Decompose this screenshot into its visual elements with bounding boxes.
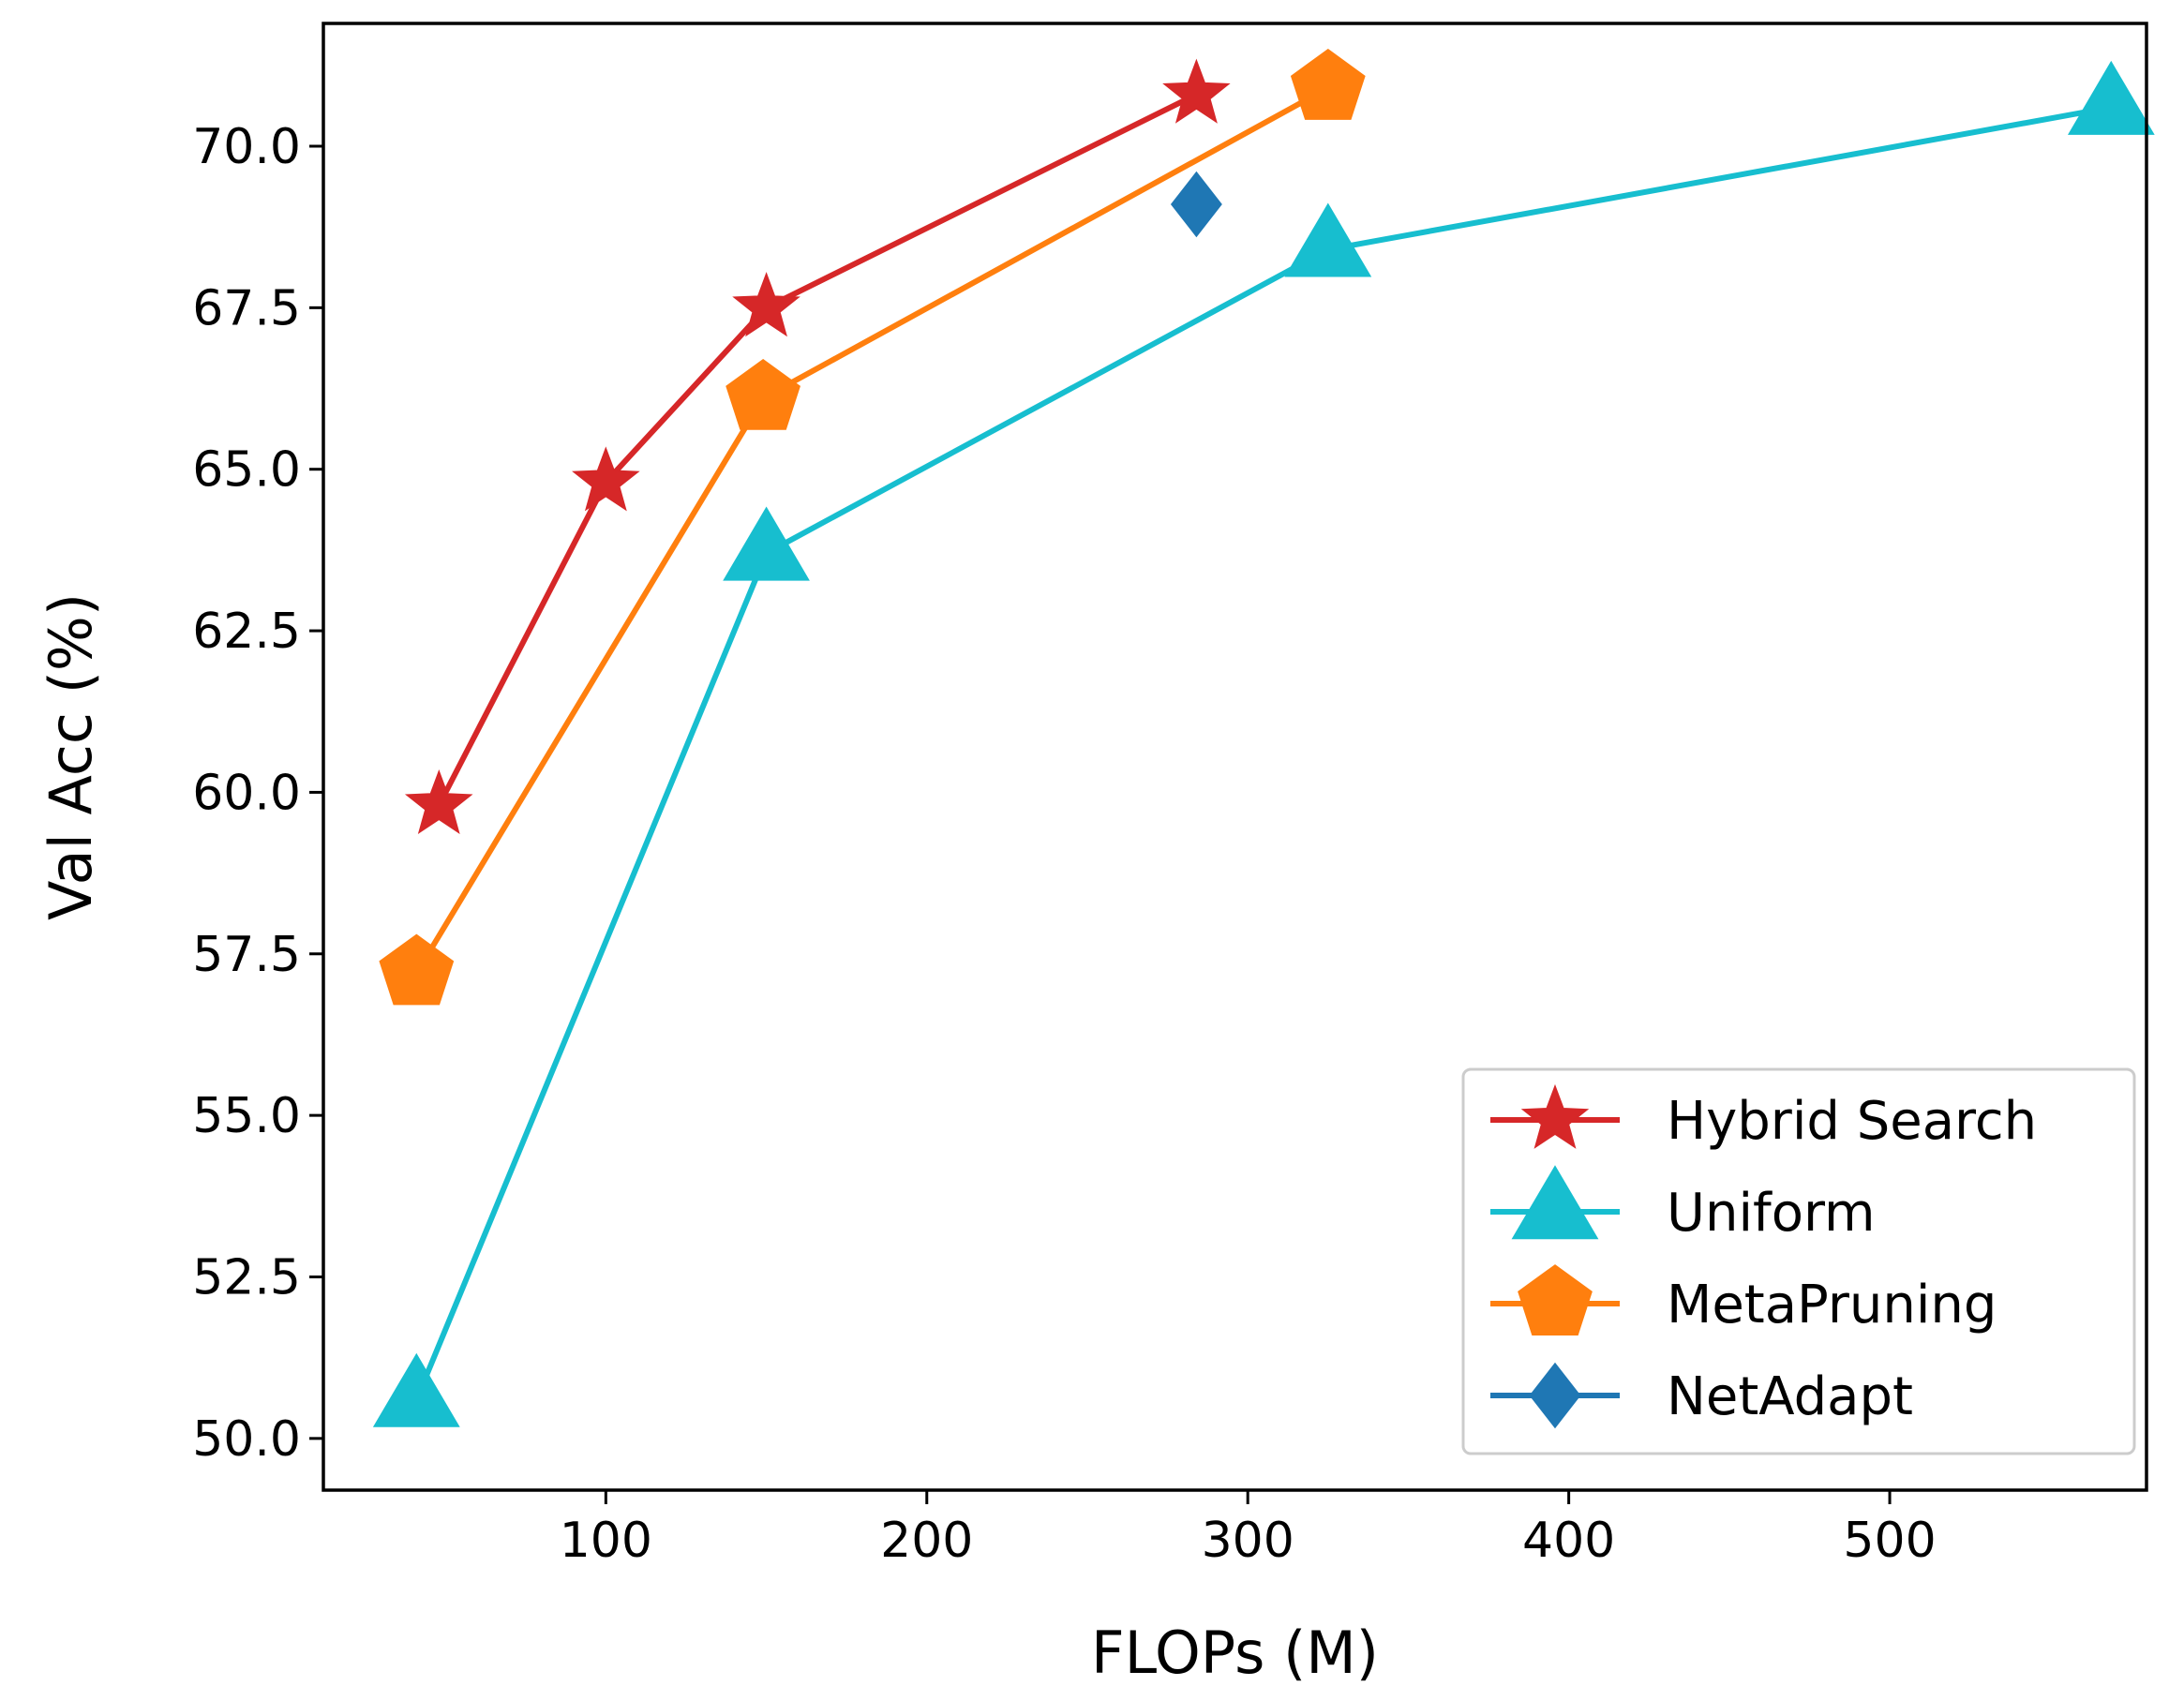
series-line-hybrid-search	[436, 92, 1198, 807]
x-tick-label: 300	[1202, 1513, 1294, 1569]
x-tick-label: 400	[1522, 1513, 1615, 1569]
data-point-metapruning	[1290, 48, 1366, 120]
y-tick-label: 62.5	[192, 604, 301, 660]
x-tick-label: 200	[880, 1513, 973, 1569]
y-tick-label: 55.0	[192, 1088, 301, 1144]
data-point-uniform	[2067, 60, 2155, 135]
legend-entry-netadapt: NetAdapt	[1490, 1362, 1913, 1429]
data-point-hybrid-search	[1162, 58, 1231, 124]
data-point-metapruning	[726, 358, 800, 430]
legend-label: NetAdapt	[1667, 1366, 1913, 1427]
series-metapruning	[379, 48, 1366, 1006]
data-point-hybrid-search	[404, 769, 473, 835]
data-point-hybrid-search	[732, 272, 800, 337]
legend-marker	[1511, 1165, 1599, 1240]
legend-entry-uniform: Uniform	[1490, 1165, 1876, 1244]
legend-entry-hybrid-search: Hybrid Search	[1490, 1083, 2037, 1152]
legend-entry-metapruning: MetaPruning	[1490, 1264, 1997, 1335]
legend-label: Uniform	[1667, 1183, 1876, 1244]
legend-marker	[1518, 1264, 1593, 1335]
data-point-uniform	[372, 1352, 460, 1427]
data-point-metapruning	[379, 933, 455, 1006]
series-layer	[372, 48, 2155, 1427]
x-tick-label: 500	[1843, 1513, 1936, 1569]
data-point-hybrid-search	[572, 446, 640, 512]
data-point-netadapt	[1170, 171, 1222, 238]
series-line-uniform	[413, 104, 2112, 1401]
y-tick-label: 60.0	[192, 765, 301, 821]
series-uniform	[372, 60, 2155, 1427]
y-tick-label: 50.0	[192, 1411, 301, 1468]
y-tick-label: 65.0	[192, 442, 301, 499]
legend-marker	[1520, 1083, 1590, 1149]
x-axis-label: FLOPs (M)	[1091, 1619, 1379, 1687]
y-tick-label: 67.5	[192, 280, 301, 336]
data-point-uniform	[1284, 202, 1372, 277]
x-axis-ticks: 100 200 300 400 500	[560, 1490, 1937, 1569]
legend-box	[1461, 1067, 2136, 1455]
x-tick-label: 100	[560, 1513, 652, 1569]
y-axis-label: Val Acc (%)	[37, 593, 105, 920]
series-hybrid-search	[404, 58, 1231, 835]
plot-frame	[322, 22, 2148, 1492]
legend-label: Hybrid Search	[1667, 1091, 2037, 1152]
y-axis-ticks: 50.0 52.5 55.0 57.5 60.0 62.5 65.0 67.5 70.0	[192, 119, 323, 1468]
series-netadapt	[1170, 171, 1222, 238]
legend-marker	[1529, 1362, 1581, 1429]
legend: Hybrid Search Uniform MetaPruning NetAdapt	[1461, 1067, 2136, 1455]
data-point-uniform	[723, 506, 810, 581]
y-tick-label: 70.0	[192, 119, 301, 175]
y-tick-label: 57.5	[192, 927, 301, 983]
y-tick-label: 52.5	[192, 1249, 301, 1306]
legend-label: MetaPruning	[1667, 1275, 1997, 1335]
